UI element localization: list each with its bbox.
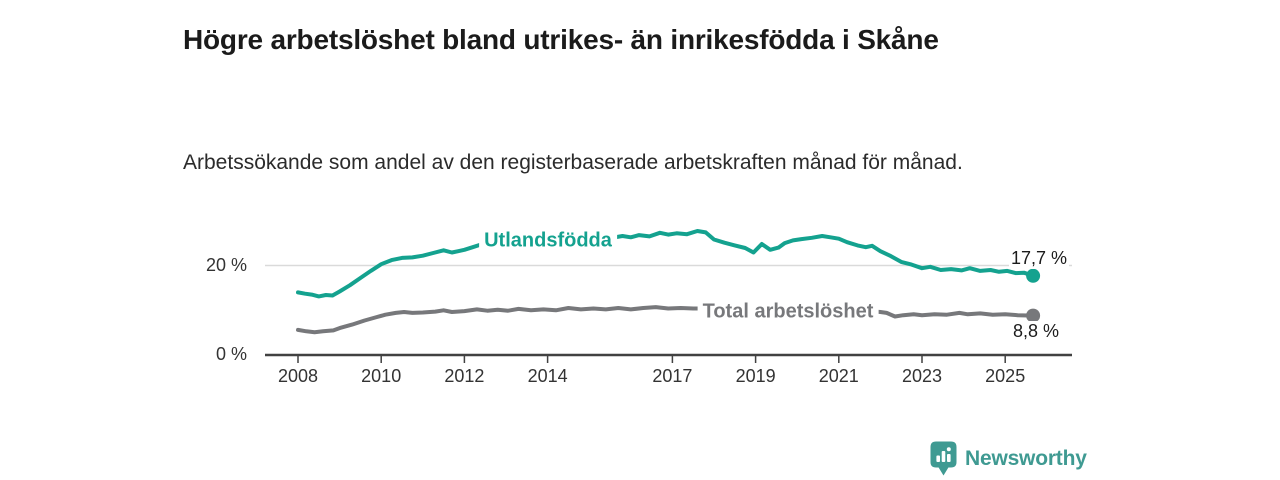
newsworthy-logo[interactable]: Newsworthy xyxy=(930,441,1087,477)
x-axis-label-2008: 2008 xyxy=(277,366,319,386)
series-line-0 xyxy=(296,229,1036,299)
x-axis-label-2010: 2010 xyxy=(361,366,402,386)
chart-title: Högre arbetslöshet bland utrikes- än inr… xyxy=(183,23,939,55)
x-axis-label-2017: 2017 xyxy=(652,366,693,386)
series-line-1 xyxy=(296,305,1036,335)
series-label-utlandsfodda: Utlandsfödda xyxy=(479,228,617,254)
newsworthy-logo-text: Newsworthy xyxy=(965,447,1087,470)
value-label-utlandsfodda: 17,7 % xyxy=(1009,248,1070,269)
value-label-total-arbetsloshet: 8,8 % xyxy=(1011,321,1062,342)
x-axis-label-2023: 2023 xyxy=(901,366,943,386)
y-axis-label-20: 20 % xyxy=(205,255,247,275)
y-axis-label-0: 0 % xyxy=(215,344,247,364)
x-axis-label-2025: 2025 xyxy=(985,366,1026,386)
x-axis-label-2021: 2021 xyxy=(818,366,859,386)
series-end-dot-0 xyxy=(1026,268,1041,283)
x-axis-label-2014: 2014 xyxy=(527,366,568,386)
chart-subtitle: Arbetssökande som andel av den registerb… xyxy=(183,151,963,174)
series-end-dot-1 xyxy=(1026,308,1041,323)
x-axis-label-2012: 2012 xyxy=(444,366,485,386)
x-axis-label-2019: 2019 xyxy=(735,366,776,386)
series-label-total-arbetsloshet: Total arbetslöshet xyxy=(697,299,879,325)
newsworthy-logo-icon xyxy=(930,441,957,476)
